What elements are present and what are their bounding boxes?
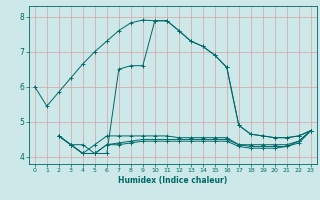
X-axis label: Humidex (Indice chaleur): Humidex (Indice chaleur)	[118, 176, 228, 185]
